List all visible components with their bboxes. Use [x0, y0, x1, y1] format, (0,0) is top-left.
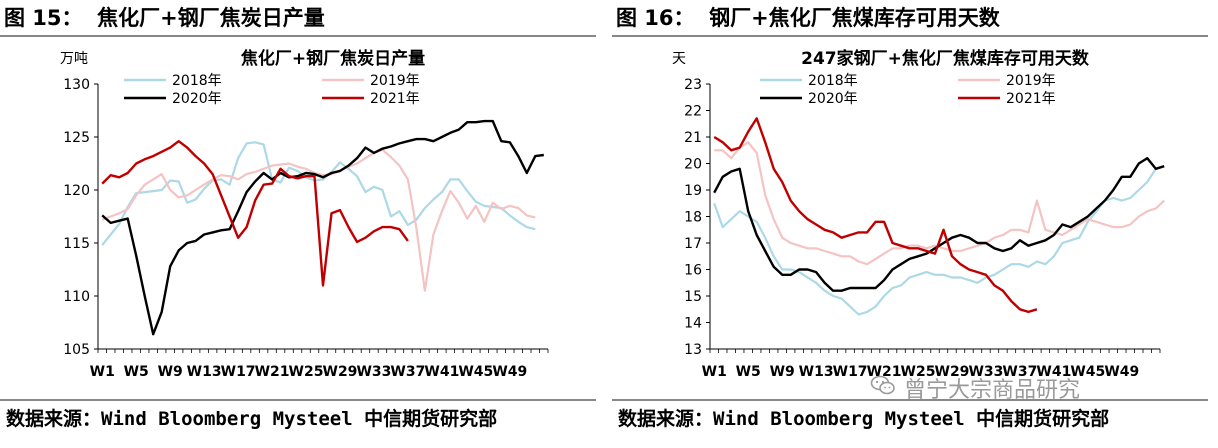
bottom-rule	[0, 399, 596, 401]
chart-title: 焦化厂+钢厂焦炭日产量	[240, 48, 425, 69]
x-tick-label: W41	[424, 364, 459, 380]
x-tick-label: W45	[1070, 364, 1105, 380]
x-tick-label: W13	[799, 364, 834, 380]
y-tick-label: 23	[684, 77, 702, 93]
series-line-2018年	[713, 168, 1157, 316]
y-tick-label: 16	[684, 263, 702, 279]
chart-title: 247家钢厂+焦化厂焦煤库存可用天数	[801, 48, 1090, 69]
x-tick-label: W37	[1002, 364, 1037, 380]
wechat-icon	[870, 375, 895, 395]
x-tick-label: W49	[492, 364, 527, 380]
x-tick-label: W25	[289, 364, 324, 380]
x-tick-label: W33	[968, 364, 1003, 380]
x-tick-label: W5	[124, 364, 149, 380]
series-line-2021年	[713, 117, 1038, 314]
x-tick-label: W5	[736, 364, 761, 380]
source-note: 数据来源：Wind Bloomberg Mysteel 中信期货研究部	[618, 408, 1110, 430]
y-tick-label: 115	[63, 236, 90, 252]
y-tick-label: 125	[63, 130, 90, 146]
series-line-2020年	[713, 156, 1165, 292]
y-axis-unit: 万吨	[60, 51, 88, 67]
figure-caption: 图 16： 钢厂+焦化厂焦煤库存可用天数	[616, 6, 1000, 30]
legend-label: 2019年	[1006, 73, 1056, 89]
x-tick-label: W21	[867, 364, 902, 380]
y-tick-label: 18	[684, 210, 702, 226]
x-tick-label: W9	[158, 364, 183, 380]
x-tick-label: W21	[255, 364, 290, 380]
legend-label: 2019年	[370, 73, 420, 89]
y-tick-label: 15	[684, 289, 702, 305]
x-tick-label: W1	[90, 364, 115, 380]
legend-label: 2018年	[808, 73, 858, 89]
series-line-2021年	[101, 139, 409, 287]
y-tick-label: 22	[684, 104, 702, 120]
y-tick-label: 13	[684, 342, 702, 358]
y-tick-label: 21	[684, 130, 702, 146]
y-axis-unit: 天	[672, 51, 686, 67]
x-tick-label: W29	[323, 364, 358, 380]
top-rule	[612, 35, 1208, 37]
x-tick-label: W49	[1104, 364, 1139, 380]
x-tick-label: W13	[187, 364, 222, 380]
source-note: 数据来源：Wind Bloomberg Mysteel 中信期货研究部	[6, 408, 498, 430]
x-tick-label: W17	[221, 364, 256, 380]
x-tick-label: W33	[356, 364, 391, 380]
legend-label: 2020年	[808, 91, 858, 107]
x-tick-label: W41	[1036, 364, 1071, 380]
series-line-2018年	[101, 141, 536, 246]
coke-output-chart: 焦化厂+钢厂焦炭日产量 万吨 105 110 115 120 125 130 W1 W5 W9 W13…	[60, 48, 549, 380]
y-tick-label: 130	[63, 77, 90, 93]
y-tick-label: 19	[684, 183, 702, 199]
y-tick-label: 14	[684, 316, 702, 332]
figure-16: 图 16： 钢厂+焦化厂焦煤库存可用天数 247家钢厂+焦化厂焦煤库存可用天数 天…	[612, 0, 1212, 448]
x-tick-label: W17	[833, 364, 868, 380]
top-rule	[0, 35, 596, 37]
legend-label: 2018年	[172, 73, 222, 89]
x-tick-label: W45	[458, 364, 493, 380]
figure-caption: 图 15： 焦化厂+钢厂焦炭日产量	[4, 6, 325, 30]
coking-coal-days-chart: 247家钢厂+焦化厂焦煤库存可用天数 天 13 14 15 16 17 18 19 20 21 22 2…	[672, 48, 1165, 380]
y-tick-label: 105	[63, 342, 90, 358]
figure-15: 图 15： 焦化厂+钢厂焦炭日产量 焦化厂+钢厂焦炭日产量 万吨 105 110 115…	[0, 0, 600, 448]
bottom-rule	[612, 399, 1208, 401]
y-tick-label: 17	[684, 236, 702, 252]
x-tick-label: W9	[770, 364, 795, 380]
y-tick-label: 110	[63, 289, 90, 305]
legend-label: 2021年	[370, 91, 420, 107]
y-tick-label: 120	[63, 183, 90, 199]
series-line-2020年	[101, 119, 544, 336]
x-tick-label: W29	[935, 364, 970, 380]
series-line-2019年	[101, 148, 536, 292]
legend-label: 2021年	[1006, 91, 1056, 107]
x-tick-label: W37	[390, 364, 425, 380]
x-tick-label: W25	[901, 364, 936, 380]
watermark-text: 曾宁大宗商品研究	[904, 378, 1081, 403]
legend-label: 2020年	[172, 91, 222, 107]
y-tick-label: 20	[684, 157, 702, 173]
x-tick-label: W1	[702, 364, 727, 380]
